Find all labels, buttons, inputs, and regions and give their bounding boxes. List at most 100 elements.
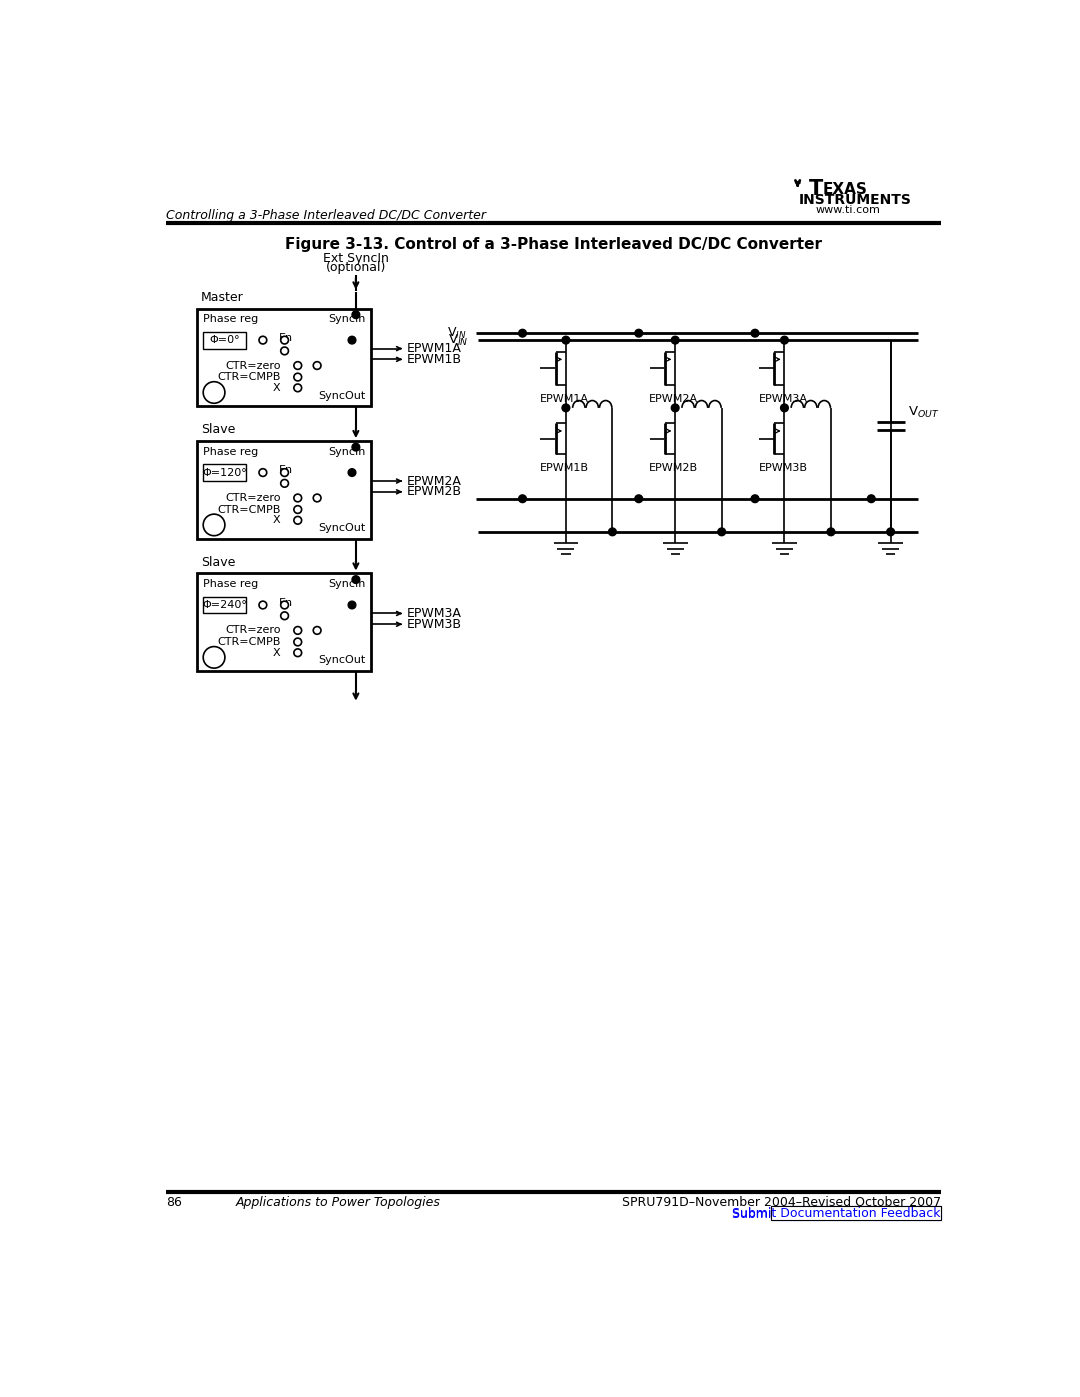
Text: EPWM2B: EPWM2B bbox=[649, 464, 698, 474]
Text: Slave: Slave bbox=[201, 423, 235, 436]
Circle shape bbox=[887, 528, 894, 535]
FancyBboxPatch shape bbox=[770, 1207, 941, 1220]
Text: Φ=0°: Φ=0° bbox=[210, 335, 240, 345]
Text: EXAS: EXAS bbox=[823, 182, 867, 197]
Text: V$_{IN}$: V$_{IN}$ bbox=[447, 332, 469, 348]
Circle shape bbox=[867, 495, 875, 503]
Text: CTR=zero: CTR=zero bbox=[226, 493, 281, 503]
Text: 2: 2 bbox=[211, 518, 218, 531]
Circle shape bbox=[827, 528, 835, 535]
Circle shape bbox=[348, 469, 356, 476]
Text: En: En bbox=[279, 332, 293, 342]
Circle shape bbox=[348, 601, 356, 609]
Text: SyncOut: SyncOut bbox=[318, 655, 365, 665]
Text: EPWM1B: EPWM1B bbox=[540, 464, 589, 474]
Text: X: X bbox=[273, 515, 281, 525]
Circle shape bbox=[562, 337, 570, 344]
Bar bbox=[770, 1207, 941, 1220]
Text: 86: 86 bbox=[166, 1196, 181, 1208]
Circle shape bbox=[203, 647, 225, 668]
Circle shape bbox=[672, 337, 679, 344]
Text: SyncIn: SyncIn bbox=[328, 447, 365, 457]
Circle shape bbox=[352, 312, 360, 319]
Circle shape bbox=[635, 330, 643, 337]
Text: EPWM1B: EPWM1B bbox=[407, 353, 462, 366]
Circle shape bbox=[294, 517, 301, 524]
Text: 3: 3 bbox=[211, 651, 218, 664]
Bar bbox=[203, 331, 246, 349]
Text: En: En bbox=[279, 598, 293, 608]
Circle shape bbox=[313, 362, 321, 369]
Circle shape bbox=[313, 495, 321, 502]
Text: V$_{OUT}$: V$_{OUT}$ bbox=[907, 405, 940, 420]
Text: SPRU791D–November 2004–Revised October 2007: SPRU791D–November 2004–Revised October 2… bbox=[622, 1196, 941, 1208]
Circle shape bbox=[751, 330, 759, 337]
Text: www.ti.com: www.ti.com bbox=[815, 205, 880, 215]
Text: INSTRUMENTS: INSTRUMENTS bbox=[798, 193, 912, 207]
Circle shape bbox=[781, 404, 788, 412]
Circle shape bbox=[348, 337, 356, 344]
Text: Φ=240°: Φ=240° bbox=[202, 599, 247, 610]
Text: CTR=CMPB: CTR=CMPB bbox=[217, 504, 281, 514]
Circle shape bbox=[281, 612, 288, 620]
Text: T: T bbox=[809, 179, 824, 200]
Text: Applications to Power Topologies: Applications to Power Topologies bbox=[235, 1196, 441, 1208]
Text: Master: Master bbox=[201, 291, 244, 305]
Text: Phase reg: Phase reg bbox=[203, 447, 258, 457]
Circle shape bbox=[294, 384, 301, 391]
Text: X: X bbox=[273, 383, 281, 393]
Circle shape bbox=[281, 346, 288, 355]
Text: EPWM3B: EPWM3B bbox=[758, 464, 808, 474]
Circle shape bbox=[281, 337, 288, 344]
Circle shape bbox=[672, 404, 679, 412]
Bar bbox=[203, 597, 246, 613]
Text: X: X bbox=[273, 648, 281, 658]
Text: Ext SyncIn: Ext SyncIn bbox=[323, 251, 389, 265]
Bar bbox=[203, 464, 246, 481]
Circle shape bbox=[294, 373, 301, 381]
Circle shape bbox=[352, 576, 360, 584]
Text: Submit Documentation Feedback: Submit Documentation Feedback bbox=[732, 1208, 941, 1221]
Bar bbox=[197, 573, 372, 671]
Text: SyncIn: SyncIn bbox=[328, 314, 365, 324]
Circle shape bbox=[294, 362, 301, 369]
Circle shape bbox=[294, 495, 301, 502]
Text: Phase reg: Phase reg bbox=[203, 314, 258, 324]
Circle shape bbox=[294, 506, 301, 513]
Bar bbox=[197, 309, 372, 407]
Text: EPWM3A: EPWM3A bbox=[407, 606, 462, 620]
Circle shape bbox=[635, 495, 643, 503]
Text: CTR=CMPB: CTR=CMPB bbox=[217, 372, 281, 383]
Text: CTR=CMPB: CTR=CMPB bbox=[217, 637, 281, 647]
Text: SyncOut: SyncOut bbox=[318, 522, 365, 534]
Text: EPWM2A: EPWM2A bbox=[407, 475, 462, 488]
Circle shape bbox=[751, 495, 759, 503]
Circle shape bbox=[259, 337, 267, 344]
Circle shape bbox=[518, 495, 526, 503]
Text: EPWM3B: EPWM3B bbox=[407, 617, 462, 631]
Circle shape bbox=[294, 627, 301, 634]
Text: Submit Documentation Feedback: Submit Documentation Feedback bbox=[732, 1207, 941, 1220]
Circle shape bbox=[294, 638, 301, 645]
Circle shape bbox=[294, 648, 301, 657]
Circle shape bbox=[313, 627, 321, 634]
Text: 1: 1 bbox=[211, 386, 218, 400]
Text: Controlling a 3-Phase Interleaved DC/DC Converter: Controlling a 3-Phase Interleaved DC/DC … bbox=[166, 210, 486, 222]
Bar bbox=[197, 441, 372, 539]
Circle shape bbox=[259, 469, 267, 476]
Circle shape bbox=[203, 514, 225, 535]
Text: CTR=zero: CTR=zero bbox=[226, 360, 281, 370]
Text: En: En bbox=[279, 465, 293, 475]
Circle shape bbox=[203, 381, 225, 404]
Circle shape bbox=[352, 443, 360, 451]
Text: Slave: Slave bbox=[201, 556, 235, 569]
Text: EPWM2A: EPWM2A bbox=[649, 394, 698, 404]
Text: EPWM1A: EPWM1A bbox=[407, 342, 462, 355]
Circle shape bbox=[281, 601, 288, 609]
Text: Φ=120°: Φ=120° bbox=[202, 468, 247, 478]
Text: V$_{IN}$: V$_{IN}$ bbox=[447, 326, 467, 341]
Circle shape bbox=[518, 330, 526, 337]
Text: Figure 3-13. Control of a 3-Phase Interleaved DC/DC Converter: Figure 3-13. Control of a 3-Phase Interl… bbox=[285, 237, 822, 251]
Text: SyncIn: SyncIn bbox=[328, 580, 365, 590]
Text: SyncOut: SyncOut bbox=[318, 391, 365, 401]
